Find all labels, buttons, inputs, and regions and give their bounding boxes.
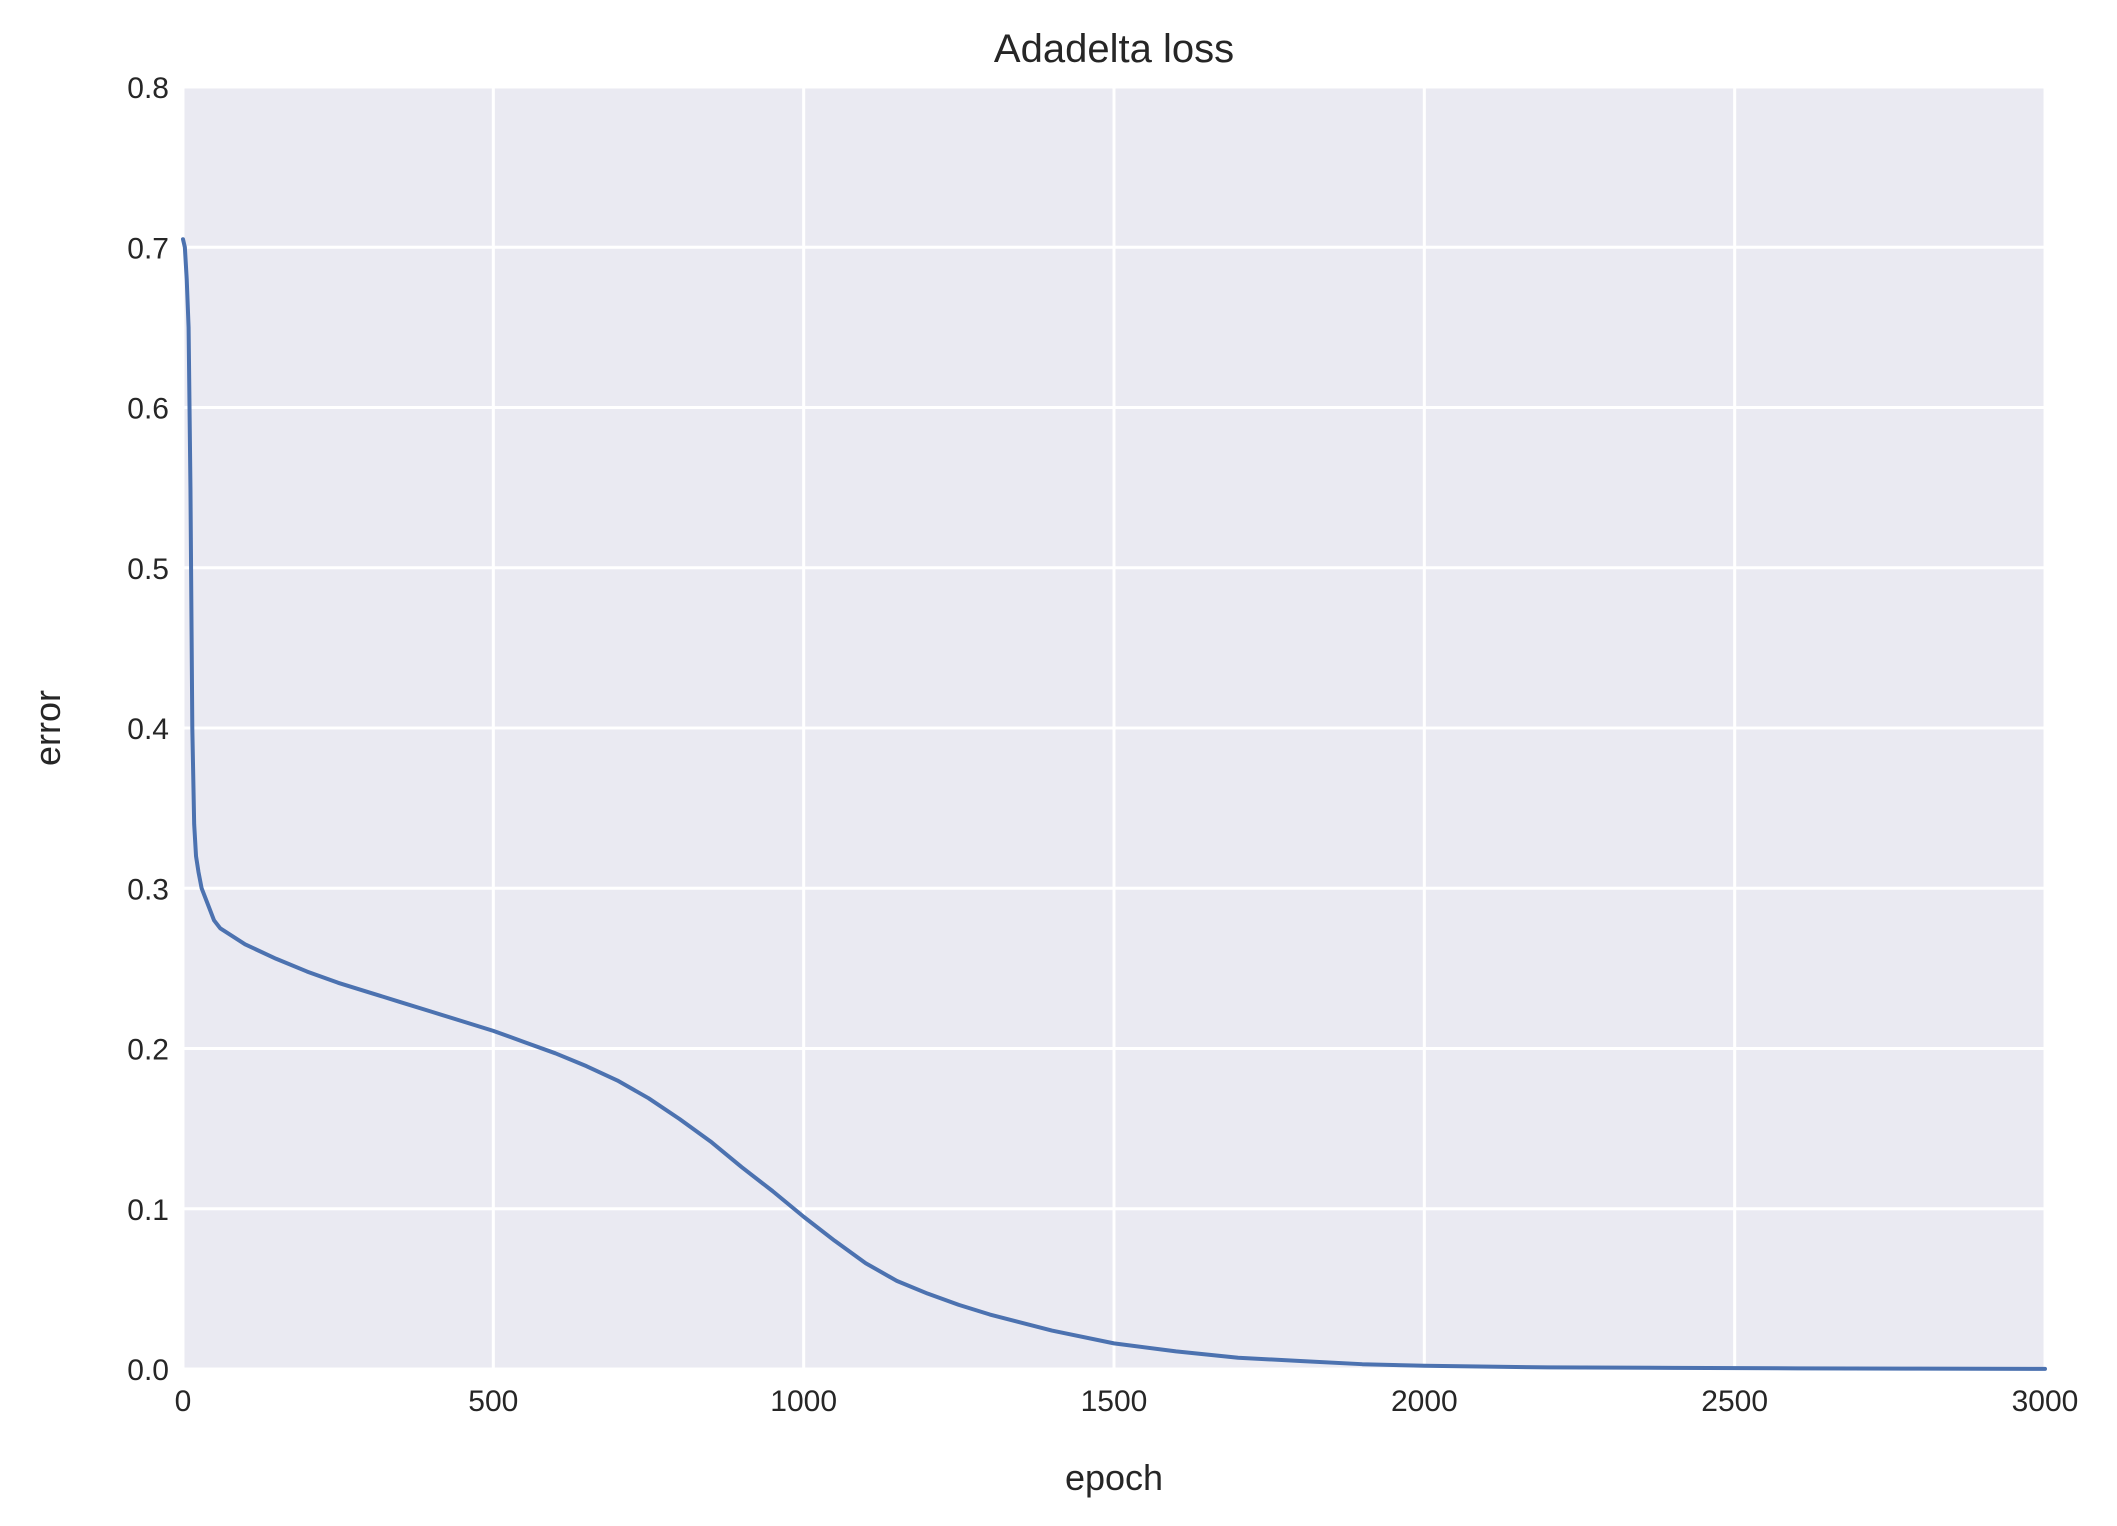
x-tick-label: 2500 bbox=[1701, 1385, 1768, 1418]
x-tick-label: 2000 bbox=[1391, 1385, 1458, 1418]
y-tick-label: 0.2 bbox=[127, 1034, 169, 1067]
x-tick-label: 1500 bbox=[1081, 1385, 1148, 1418]
chart-title: Adadelta loss bbox=[994, 27, 1234, 71]
y-tick-label: 0.8 bbox=[127, 72, 169, 105]
x-tick-label: 0 bbox=[175, 1385, 192, 1418]
y-tick-label: 0.4 bbox=[127, 713, 169, 746]
loss-series-line bbox=[181, 237, 2047, 1371]
series-layer bbox=[181, 237, 2047, 1371]
y-tick-label: 0.5 bbox=[127, 553, 169, 586]
y-tick-label: 0.7 bbox=[127, 232, 169, 265]
y-tick-label: 0.1 bbox=[127, 1194, 169, 1227]
x-tick-label: 1000 bbox=[770, 1385, 837, 1418]
x-tick-label: 3000 bbox=[2012, 1385, 2079, 1418]
x-axis-label: epoch bbox=[1065, 1457, 1163, 1498]
y-tick-label: 0.3 bbox=[127, 873, 169, 906]
tick-labels: 0 500 1000 1500 2000 2500 3000 0.0 0.1 0.2 0.3 0.4 0… bbox=[127, 72, 2078, 1418]
x-tick-label: 500 bbox=[468, 1385, 518, 1418]
y-axis-label: error bbox=[27, 690, 68, 766]
y-tick-label: 0.0 bbox=[127, 1354, 169, 1387]
y-tick-label: 0.6 bbox=[127, 393, 169, 426]
